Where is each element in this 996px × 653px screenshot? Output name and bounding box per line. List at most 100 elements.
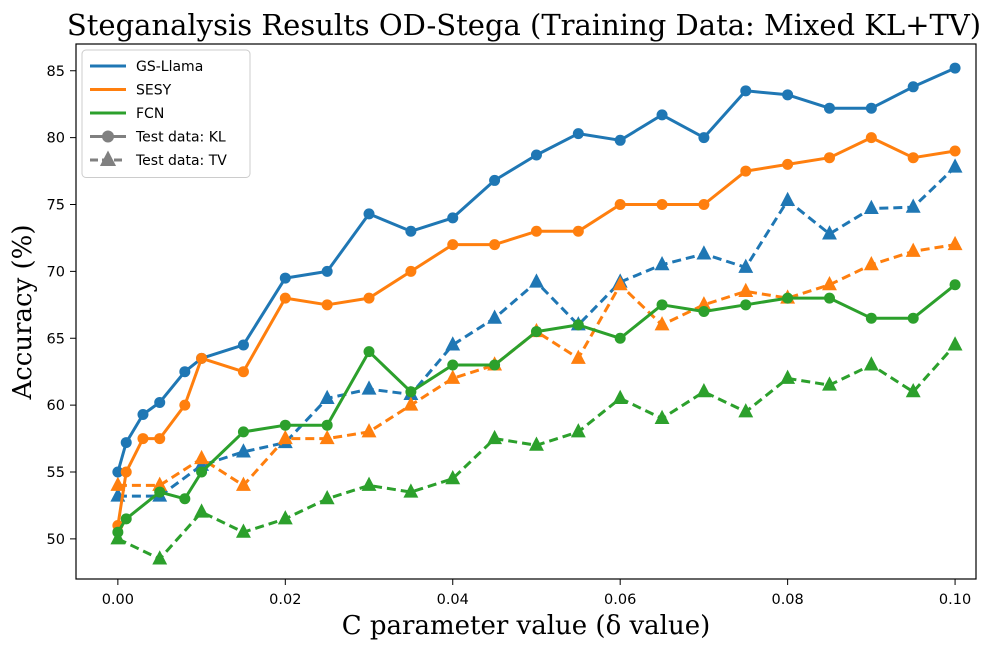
data-point [570,349,586,364]
legend-box [81,49,251,178]
legend-label: FCN [136,106,164,122]
data-point [319,429,335,445]
x-tick-label: 0.02 [269,592,301,608]
data-point [154,433,166,445]
data-point [572,319,584,331]
data-point [949,145,961,157]
data-point [112,466,124,478]
data-point [572,128,584,140]
data-point [236,443,251,458]
data-point [656,109,668,121]
data-point [907,152,919,164]
data-point [738,282,754,297]
data-point [738,403,754,418]
data-point [905,198,921,213]
data-point [614,332,626,344]
data-point [863,356,879,371]
series-fcn-test-data-tv [110,336,963,565]
data-point [279,292,291,304]
data-point [529,436,544,451]
data-point [137,408,149,420]
data-point [698,199,710,210]
data-point [405,265,417,277]
plot-area [75,43,977,580]
data-point [949,279,961,291]
x-axis: 0.00 0.02 0.04 0.06 0.08 0.10 [102,579,971,608]
data-point [277,429,293,445]
legend-entry: GS-Llama [90,59,203,75]
data-point [403,396,419,411]
x-tick-label: 0.06 [604,592,636,608]
data-point [656,299,668,311]
data-point [363,292,375,304]
series-line [117,243,956,487]
x-axis-label: C parameter value (δ value) [342,611,711,641]
data-point [112,526,124,538]
data-point [612,389,628,404]
y-axis-label: Accuracy (%) [8,224,38,400]
x-tick-label: 0.00 [102,592,134,608]
data-point [654,316,670,331]
data-point [865,102,877,114]
data-point [487,429,503,445]
data-point [447,239,459,251]
series-line [116,136,956,526]
series-line [116,66,956,473]
data-point [447,359,459,371]
data-point [154,486,166,498]
data-point [654,409,670,425]
data-point [614,199,626,210]
data-point [137,433,149,445]
legend-label: GS-Llama [136,59,203,75]
data-point [237,366,249,378]
data-point [780,369,796,384]
data-point [489,239,501,251]
data-point [947,235,963,251]
legend-entry: FCN [90,106,164,122]
data-point [179,399,191,411]
data-point [530,326,542,338]
data-point [237,339,249,351]
data-point [740,165,752,177]
y-tick-label: 60 [47,398,65,414]
data-point [698,132,710,144]
data-point [489,359,501,371]
data-point [279,272,291,284]
data-point [152,550,168,565]
data-point [237,426,249,438]
data-point [572,225,584,237]
data-point [403,483,419,498]
data-point [740,299,752,311]
legend-label: Test data: TV [135,153,227,169]
data-point [782,292,794,304]
y-tick-label: 85 [47,64,65,80]
data-point [319,389,335,404]
data-point [405,225,417,237]
data-point [179,493,191,505]
legend-entry: SESY [90,83,172,99]
legend-label: Test data: KL [135,130,226,146]
x-tick-label: 0.04 [437,592,469,608]
data-point [614,134,626,146]
data-point [321,419,333,431]
data-point [738,258,754,273]
data-point [822,376,837,391]
data-point [194,503,210,518]
y-tick-label: 65 [47,331,65,347]
data-point [822,276,837,291]
data-point [120,513,132,525]
data-point [905,383,921,398]
data-point [823,152,835,164]
legend: GS-Llama SESY FCN Test data: KL Test data: T… [81,49,251,178]
data-point [236,476,251,491]
data-point [570,423,586,438]
data-point [321,299,333,311]
y-axis: 50 55 60 65 70 75 80 85 [47,64,76,548]
data-point [196,466,208,478]
data-point [361,476,377,491]
data-point [530,149,542,161]
data-point [865,132,877,144]
data-point [120,437,132,449]
data-point [277,510,293,525]
